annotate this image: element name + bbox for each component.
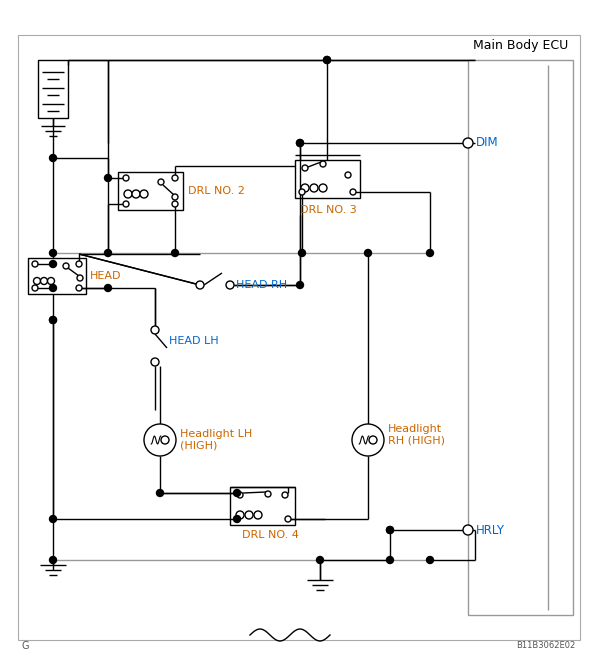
Circle shape (234, 516, 240, 522)
Circle shape (158, 179, 164, 185)
Circle shape (234, 489, 241, 496)
Circle shape (463, 138, 473, 148)
Circle shape (104, 250, 111, 257)
Circle shape (50, 316, 56, 324)
Circle shape (426, 250, 434, 257)
Circle shape (156, 489, 164, 496)
Circle shape (171, 250, 179, 257)
Circle shape (161, 436, 169, 444)
Circle shape (245, 511, 253, 519)
Text: DRL NO. 3: DRL NO. 3 (300, 205, 357, 215)
Circle shape (345, 172, 351, 178)
Circle shape (77, 275, 83, 281)
Circle shape (386, 527, 394, 534)
Bar (468, 60, 573, 615)
Circle shape (124, 190, 132, 198)
Circle shape (50, 515, 56, 523)
Circle shape (365, 250, 371, 257)
Circle shape (297, 140, 304, 147)
Circle shape (123, 201, 129, 207)
Text: DRL NO. 2: DRL NO. 2 (188, 186, 245, 196)
Bar (295, 160, 360, 198)
Text: HEAD LH: HEAD LH (169, 336, 219, 346)
Circle shape (172, 175, 178, 181)
Circle shape (104, 284, 111, 291)
Bar (118, 172, 183, 210)
Bar (230, 487, 295, 525)
Circle shape (301, 184, 309, 192)
Text: HEAD RH: HEAD RH (236, 280, 287, 290)
Circle shape (50, 155, 56, 162)
Circle shape (32, 285, 38, 291)
Circle shape (76, 285, 82, 291)
Circle shape (172, 194, 178, 200)
Circle shape (236, 511, 244, 519)
Bar (38, 60, 68, 118)
Circle shape (50, 557, 56, 563)
Circle shape (350, 189, 356, 195)
Circle shape (426, 557, 434, 563)
Circle shape (316, 557, 323, 563)
Circle shape (123, 175, 129, 181)
Circle shape (310, 184, 318, 192)
Circle shape (132, 190, 140, 198)
Circle shape (50, 261, 56, 267)
Circle shape (151, 358, 159, 366)
Circle shape (282, 492, 288, 498)
Circle shape (63, 263, 69, 269)
Text: HRLY: HRLY (476, 523, 505, 536)
Circle shape (50, 284, 56, 291)
Circle shape (47, 278, 55, 284)
Circle shape (196, 281, 204, 289)
Text: DRL NO. 4: DRL NO. 4 (243, 530, 300, 540)
Circle shape (285, 516, 291, 522)
Circle shape (226, 281, 234, 289)
Text: Headlight
RH (HIGH): Headlight RH (HIGH) (388, 424, 445, 446)
Text: HEAD: HEAD (90, 271, 122, 281)
Circle shape (144, 424, 176, 456)
Circle shape (299, 189, 305, 195)
Circle shape (302, 165, 308, 171)
Text: G: G (22, 641, 29, 651)
Circle shape (298, 250, 305, 257)
Circle shape (234, 515, 241, 523)
Circle shape (237, 492, 243, 498)
Circle shape (323, 56, 331, 64)
Circle shape (104, 174, 111, 181)
Circle shape (41, 278, 47, 284)
Bar (28, 258, 86, 294)
Circle shape (265, 491, 271, 497)
Circle shape (32, 261, 38, 267)
Circle shape (352, 424, 384, 456)
Circle shape (34, 278, 41, 284)
Circle shape (323, 56, 331, 64)
Circle shape (320, 161, 326, 167)
Text: B11B3062E02: B11B3062E02 (516, 641, 575, 650)
Circle shape (297, 282, 304, 288)
Text: Headlight LH
(HIGH): Headlight LH (HIGH) (180, 429, 252, 451)
Circle shape (386, 557, 394, 563)
Circle shape (50, 250, 56, 257)
Circle shape (319, 184, 327, 192)
Circle shape (254, 511, 262, 519)
Text: DIM: DIM (476, 136, 498, 149)
Circle shape (463, 525, 473, 535)
Text: Main Body ECU: Main Body ECU (473, 39, 568, 52)
Circle shape (151, 326, 159, 334)
Circle shape (50, 316, 56, 324)
Circle shape (386, 527, 394, 534)
Circle shape (140, 190, 148, 198)
Circle shape (76, 261, 82, 267)
Circle shape (172, 201, 178, 207)
Circle shape (369, 436, 377, 444)
Circle shape (297, 140, 304, 147)
